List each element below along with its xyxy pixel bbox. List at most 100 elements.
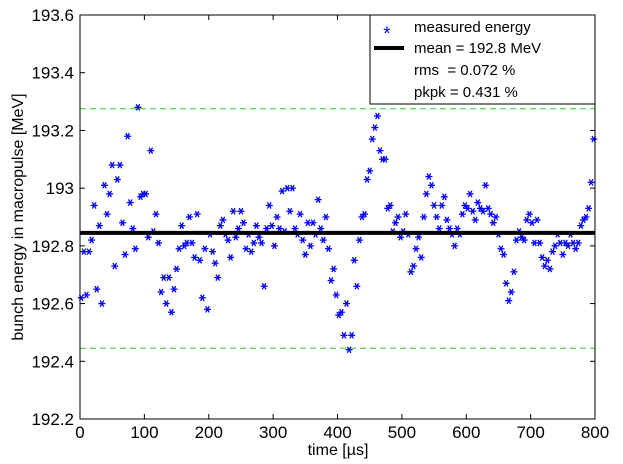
y-tick-labels: 192.2 192.4 192.6 192.8 193 193.2 193.4 193.6 [31, 6, 74, 429]
data-point [157, 288, 165, 296]
data-point [407, 268, 415, 276]
data-point [361, 210, 369, 218]
data-point [103, 210, 111, 218]
data-point [335, 311, 343, 319]
data-point [155, 239, 163, 247]
data-point [546, 265, 554, 273]
data-point [144, 233, 152, 241]
data-point [98, 300, 106, 307]
y-tick-label: 192.6 [31, 295, 74, 314]
data-point [242, 245, 250, 253]
y-tick-label: 193.6 [31, 6, 74, 25]
data-point [587, 178, 595, 186]
data-point [366, 167, 374, 175]
data-point [355, 236, 363, 244]
data-point [417, 253, 425, 261]
data-point [391, 219, 399, 227]
data-point [533, 216, 541, 224]
y-tick-label: 193.2 [31, 121, 74, 140]
data-point [340, 331, 348, 339]
data-point [536, 239, 544, 247]
data-point [152, 210, 160, 218]
data-point [268, 222, 276, 230]
data-point [296, 210, 304, 218]
x-tick-label: 200 [195, 423, 223, 442]
data-point [116, 161, 124, 169]
data-point [476, 204, 484, 212]
y-axis-label: bunch energy in macropulse [MeV] [10, 93, 27, 340]
data-point [201, 245, 209, 253]
data-point [263, 225, 271, 232]
data-point [574, 239, 582, 247]
data-point [100, 181, 108, 189]
data-point [95, 222, 103, 230]
data-point [345, 346, 353, 354]
data-point [412, 245, 420, 253]
data-point [376, 147, 384, 155]
data-point [422, 190, 430, 198]
data-point [191, 253, 199, 261]
data-point [523, 216, 531, 224]
data-point [500, 251, 508, 258]
data-point [265, 202, 273, 209]
x-tick-label: 500 [388, 423, 416, 442]
data-point [142, 190, 150, 198]
data-point [577, 222, 585, 230]
data-point [314, 196, 322, 204]
y-tick-label: 192.8 [31, 237, 74, 256]
data-point [193, 210, 201, 218]
data-point [528, 219, 536, 227]
data-point [471, 216, 479, 224]
data-point [175, 245, 183, 253]
data-point [214, 274, 222, 282]
data-point [464, 204, 472, 212]
data-point [288, 184, 296, 192]
data-point [487, 210, 495, 218]
data-point [435, 225, 443, 232]
data-point [492, 213, 500, 221]
data-point [579, 216, 587, 224]
data-points [77, 103, 598, 354]
data-point [337, 308, 345, 316]
data-point [180, 242, 188, 250]
data-point [482, 181, 490, 189]
data-point [93, 285, 101, 293]
data-point [505, 297, 513, 305]
data-point [165, 274, 173, 282]
data-point [137, 193, 145, 201]
data-point [301, 251, 309, 258]
data-point [582, 213, 590, 221]
data-point [252, 222, 260, 230]
data-point [386, 202, 394, 209]
data-point [469, 207, 477, 215]
data-point [502, 279, 510, 287]
data-point [543, 256, 551, 264]
data-point [453, 225, 461, 232]
legend-box [369, 14, 596, 105]
data-point [384, 204, 392, 212]
data-point [512, 236, 520, 244]
data-point [85, 248, 93, 256]
data-point [224, 236, 232, 244]
data-point [430, 202, 438, 209]
data-point [237, 207, 245, 215]
data-point [247, 248, 255, 256]
data-point [451, 242, 459, 250]
data-point [227, 253, 235, 261]
data-point [371, 124, 379, 131]
data-point [572, 245, 580, 253]
data-point [518, 233, 526, 241]
data-point [162, 300, 170, 307]
data-point [216, 222, 224, 230]
data-point [363, 176, 371, 183]
data-point [306, 242, 314, 250]
legend-pkpk-label: pkpk = 0.431 % [414, 84, 518, 101]
x-tick-labels: 0 100 200 300 400 500 600 700 800 [75, 423, 609, 442]
data-point [167, 308, 175, 316]
x-tick-label: 100 [130, 423, 158, 442]
data-point [260, 282, 268, 290]
data-point [415, 233, 423, 241]
legend-rms-label: rms = 0.072 % [414, 62, 515, 79]
data-point [381, 155, 389, 163]
